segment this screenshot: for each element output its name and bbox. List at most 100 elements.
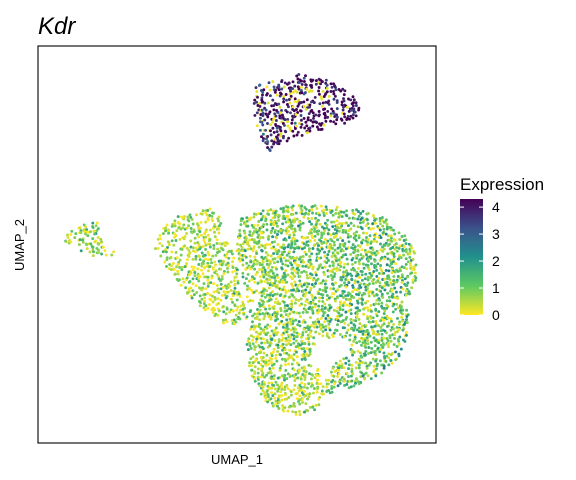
data-point — [274, 326, 278, 330]
data-point — [275, 267, 279, 271]
data-point — [233, 283, 237, 287]
data-point — [327, 308, 331, 312]
data-point — [372, 239, 376, 243]
data-point — [387, 352, 391, 356]
data-point — [250, 325, 254, 329]
data-point — [392, 228, 395, 232]
data-point — [345, 382, 349, 386]
data-point — [341, 291, 345, 295]
data-point — [289, 256, 293, 260]
data-point — [85, 228, 89, 232]
data-point — [256, 371, 260, 375]
data-point — [73, 236, 77, 240]
data-point — [401, 328, 405, 332]
data-point — [255, 100, 259, 104]
data-point — [268, 293, 272, 297]
data-point — [317, 374, 321, 378]
data-point — [379, 347, 382, 351]
data-point — [360, 248, 364, 252]
data-point — [288, 126, 292, 130]
data-point — [245, 342, 249, 346]
data-point — [208, 228, 212, 232]
data-point — [213, 222, 217, 226]
data-point — [290, 362, 294, 366]
data-point — [250, 364, 253, 368]
data-point — [325, 385, 329, 389]
data-point — [238, 259, 242, 263]
data-point — [351, 353, 355, 357]
data-point — [278, 105, 282, 109]
data-point — [386, 257, 390, 261]
data-point — [279, 344, 283, 348]
data-point — [277, 338, 281, 342]
data-point — [388, 299, 392, 303]
data-point — [215, 283, 219, 287]
data-point — [300, 339, 304, 343]
data-point — [206, 216, 210, 220]
data-point — [165, 258, 169, 262]
data-point — [302, 76, 306, 80]
data-point — [310, 273, 314, 277]
data-point — [196, 267, 200, 271]
data-point — [364, 301, 367, 305]
data-point — [172, 243, 176, 247]
data-point — [306, 236, 310, 239]
data-point — [191, 282, 195, 286]
data-point — [275, 93, 279, 97]
data-point — [233, 286, 237, 290]
data-point — [348, 117, 351, 121]
data-point — [343, 326, 346, 330]
data-point — [333, 254, 337, 258]
data-point — [264, 396, 268, 400]
data-point — [389, 353, 393, 357]
data-point — [291, 129, 295, 133]
data-point — [317, 292, 321, 296]
data-point — [242, 304, 246, 308]
data-point — [356, 349, 360, 353]
data-point — [232, 256, 236, 260]
data-point — [357, 357, 361, 361]
data-point — [212, 247, 216, 250]
data-point — [262, 317, 266, 321]
data-point — [338, 222, 341, 225]
data-point — [384, 241, 388, 245]
data-point — [382, 220, 386, 224]
data-point — [358, 245, 362, 248]
data-point — [346, 235, 350, 239]
data-point — [160, 244, 164, 248]
data-point — [314, 223, 318, 227]
data-point — [252, 223, 256, 227]
data-point — [271, 404, 275, 408]
data-point — [258, 116, 262, 120]
data-point — [317, 89, 321, 93]
data-point — [194, 257, 198, 261]
data-point — [321, 334, 325, 338]
data-point — [253, 280, 257, 284]
data-point — [317, 299, 321, 303]
data-point — [366, 317, 370, 321]
data-point — [268, 88, 272, 92]
data-point — [349, 98, 353, 102]
data-point — [261, 364, 265, 368]
data-point — [210, 261, 213, 265]
data-point — [91, 221, 95, 225]
data-point — [352, 339, 356, 343]
data-point — [206, 306, 210, 310]
data-point — [323, 273, 326, 276]
data-point — [324, 119, 328, 123]
data-point — [348, 299, 352, 303]
data-point — [370, 262, 373, 266]
data-point — [191, 246, 195, 250]
data-point — [393, 270, 397, 274]
data-point — [405, 318, 408, 322]
data-point — [272, 307, 276, 311]
data-point — [353, 268, 356, 272]
data-point — [307, 212, 310, 216]
data-point — [295, 133, 299, 137]
data-point — [295, 335, 299, 339]
data-point — [287, 98, 291, 101]
data-point — [202, 302, 206, 306]
data-point — [202, 259, 206, 263]
data-point — [272, 130, 276, 134]
